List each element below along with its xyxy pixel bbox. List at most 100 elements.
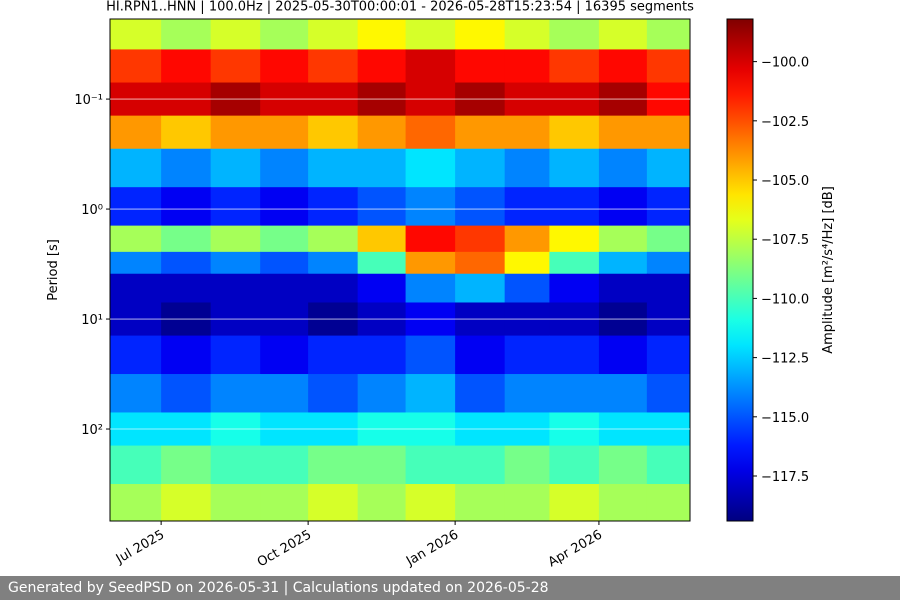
heatmap-cell xyxy=(357,225,407,253)
heatmap-cell xyxy=(110,225,162,253)
y-tick-label: 10⁻¹ xyxy=(74,93,103,108)
heatmap-cell xyxy=(260,374,309,413)
heatmap-cell xyxy=(210,484,261,522)
heatmap-cell xyxy=(405,19,456,50)
heatmap-cell xyxy=(110,19,162,50)
colorbar-tick-label: −105.0 xyxy=(761,174,809,189)
heatmap-cell xyxy=(549,225,600,253)
heatmap-cell xyxy=(110,273,162,303)
heatmap-cell xyxy=(308,225,359,253)
heatmap-cell xyxy=(646,374,691,413)
heatmap-cell xyxy=(161,273,212,303)
heatmap-cell xyxy=(598,187,648,227)
heatmap-cell xyxy=(110,49,162,84)
heatmap-cell xyxy=(210,374,261,413)
heatmap-cell xyxy=(161,19,212,50)
heatmap-cell xyxy=(549,148,600,188)
heatmap-cell xyxy=(260,49,309,84)
heatmap-cell xyxy=(549,374,600,413)
x-tick-label: Apr 2026 xyxy=(546,527,605,570)
colorbar-tick-label: −107.5 xyxy=(761,233,809,248)
colorbar-label: Amplitude [m²/s⁴/Hz] [dB] xyxy=(821,186,836,354)
heatmap-cell xyxy=(308,445,359,485)
heatmap-cell xyxy=(646,225,691,253)
heatmap-cell xyxy=(549,187,600,227)
heatmap-cell xyxy=(549,484,600,522)
heatmap-cell xyxy=(598,374,648,413)
heatmap-cell xyxy=(210,187,261,227)
heatmap-cell xyxy=(504,445,550,485)
heatmap-cell xyxy=(455,49,506,84)
heatmap-cell xyxy=(110,187,162,227)
heatmap-cell xyxy=(455,484,506,522)
heatmap-cell xyxy=(455,374,506,413)
heatmap-cell xyxy=(504,374,550,413)
colorbar-tick-label: −100.0 xyxy=(761,56,809,71)
heatmap-cell xyxy=(161,187,212,227)
heatmap-cell xyxy=(504,49,550,84)
heatmap-cell xyxy=(210,148,261,188)
heatmap-cell xyxy=(598,445,648,485)
heatmap-cell xyxy=(110,445,162,485)
heatmap-cell xyxy=(308,251,359,275)
heatmap-cell xyxy=(260,115,309,150)
heatmap-cell xyxy=(504,115,550,150)
heatmap-cell xyxy=(308,148,359,188)
heatmap-cell xyxy=(357,148,407,188)
heatmap-cell xyxy=(357,273,407,303)
heatmap-cell xyxy=(455,115,506,150)
plot-frame xyxy=(109,18,691,522)
heatmap-cell xyxy=(598,251,648,275)
heatmap-cell xyxy=(455,148,506,188)
heatmap-cell xyxy=(504,19,550,50)
heatmap-cell xyxy=(646,187,691,227)
heatmap-cell xyxy=(405,335,456,375)
heatmap-cell xyxy=(260,187,309,227)
heatmap-cell xyxy=(646,484,691,522)
heatmap-cell xyxy=(161,374,212,413)
heatmap-cell xyxy=(161,49,212,84)
heatmap-cell xyxy=(357,374,407,413)
heatmap-cell xyxy=(161,148,212,188)
heatmap-cell xyxy=(598,115,648,150)
heatmap-cell xyxy=(260,19,309,50)
heatmap-cell xyxy=(357,335,407,375)
heatmap-cell xyxy=(308,19,359,50)
heatmap-cell xyxy=(646,273,691,303)
heatmap-cell xyxy=(357,19,407,50)
heatmap-cell xyxy=(646,251,691,275)
heatmap-cell xyxy=(405,273,456,303)
heatmap-cell xyxy=(110,115,162,150)
heatmap-cell xyxy=(405,49,456,84)
x-tick-label: Oct 2025 xyxy=(255,527,314,570)
heatmap-cell xyxy=(598,484,648,522)
chart-title: HI.RPN1..HNN | 100.0Hz | 2025-05-30T00:0… xyxy=(106,0,694,15)
heatmap-cell xyxy=(549,251,600,275)
heatmap-cell xyxy=(110,484,162,522)
heatmap-cell xyxy=(455,19,506,50)
heatmap-cell xyxy=(598,19,648,50)
colorbar-tick-label: −115.0 xyxy=(761,411,809,426)
heatmap-cell xyxy=(504,484,550,522)
heatmap-cell xyxy=(161,225,212,253)
heatmap-cell xyxy=(646,445,691,485)
heatmap-cell xyxy=(549,115,600,150)
y-tick-label: 10² xyxy=(81,423,103,438)
heatmap-cell xyxy=(210,49,261,84)
heatmap-cell xyxy=(504,273,550,303)
heatmap-cell xyxy=(646,335,691,375)
heatmap-cell xyxy=(357,49,407,84)
heatmap-cell xyxy=(110,148,162,188)
heatmap-cell xyxy=(357,115,407,150)
chart: HI.RPN1..HNN | 100.0Hz | 2025-05-30T00:0… xyxy=(46,0,836,570)
heatmap-cell xyxy=(504,335,550,375)
heatmap-cell xyxy=(405,148,456,188)
heatmap-cell xyxy=(308,187,359,227)
heatmap-cell xyxy=(405,484,456,522)
heatmap-cell xyxy=(210,225,261,253)
heatmap-cell xyxy=(504,251,550,275)
x-tick-label: Jul 2025 xyxy=(113,527,167,567)
x-tick-label: Jan 2026 xyxy=(403,527,461,569)
heatmap-cell xyxy=(260,335,309,375)
